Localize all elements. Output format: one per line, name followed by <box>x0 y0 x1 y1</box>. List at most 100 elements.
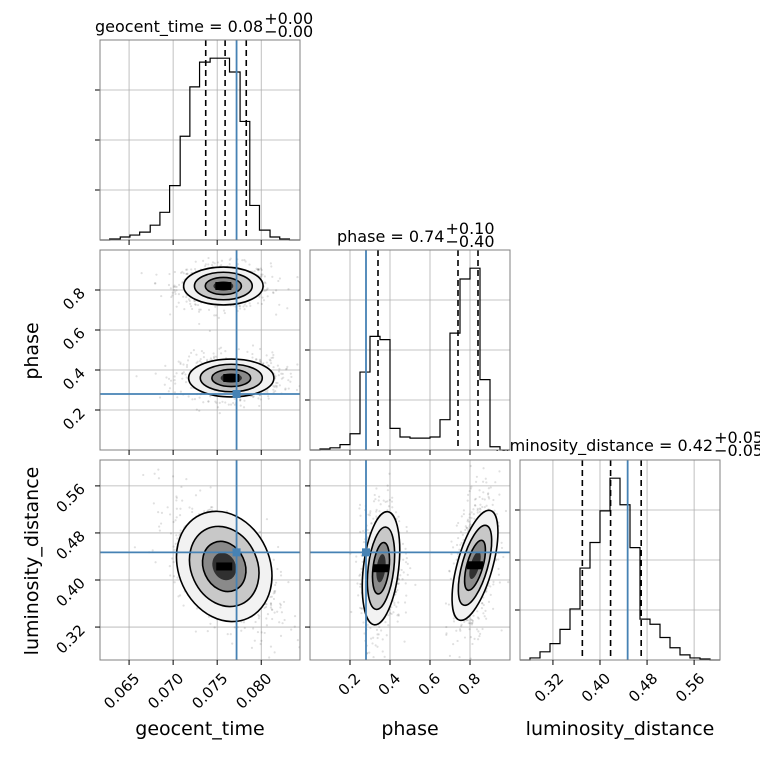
sample-point <box>157 477 161 480</box>
sample-point <box>239 398 242 401</box>
sample-point <box>268 358 271 361</box>
sample-point <box>504 509 508 513</box>
sample-point <box>175 496 178 499</box>
sample-point <box>171 557 174 560</box>
sample-point <box>278 367 281 370</box>
sample-point <box>468 523 472 526</box>
sample-point <box>405 594 408 597</box>
sample-point <box>207 256 210 260</box>
hist-panel-geocent_time <box>95 39 301 245</box>
sample-point <box>219 346 223 349</box>
sample-point <box>179 594 182 597</box>
sample-point <box>390 606 393 609</box>
sample-point <box>153 282 157 285</box>
sample-point <box>498 493 501 496</box>
sample-point <box>469 487 472 490</box>
sample-point <box>210 263 214 266</box>
sample-point <box>189 386 193 389</box>
sample-point <box>445 633 448 636</box>
sample-point <box>273 590 276 593</box>
sample-point <box>265 605 268 609</box>
sample-point <box>271 356 275 359</box>
sample-point <box>243 308 246 311</box>
sample-point <box>278 303 281 306</box>
sample-point <box>242 406 246 409</box>
sample-point <box>278 277 282 280</box>
sample-point <box>176 576 179 579</box>
sample-point <box>173 288 176 292</box>
sample-point <box>476 507 479 510</box>
sample-point <box>186 359 190 362</box>
sample-point <box>173 270 177 274</box>
sample-point <box>265 354 268 357</box>
sample-point <box>174 519 177 522</box>
sample-point <box>188 506 191 509</box>
sample-point <box>243 258 246 262</box>
sample-point <box>232 401 235 405</box>
sample-point <box>359 573 362 576</box>
sample-point <box>289 380 292 383</box>
sample-point <box>474 497 477 500</box>
sample-point <box>267 397 270 400</box>
scatter-panel-geocent_time-phase: 0.2 0.4 0.6 0.8 <box>59 249 301 455</box>
sample-point <box>466 618 469 622</box>
sample-point <box>182 295 185 298</box>
sample-point <box>239 404 242 407</box>
sample-point <box>266 287 269 290</box>
sample-point <box>213 355 216 358</box>
sample-point <box>186 268 189 271</box>
sample-point <box>296 639 299 642</box>
sample-point <box>472 614 475 617</box>
sample-point <box>455 543 459 547</box>
sample-point <box>444 602 448 605</box>
sample-point <box>270 604 273 607</box>
sample-point <box>492 583 495 586</box>
sample-point <box>404 561 408 564</box>
x-tick-label: 0.8 <box>455 670 485 700</box>
sample-point <box>507 580 510 584</box>
sample-point <box>466 518 470 521</box>
sample-point <box>457 536 460 540</box>
sample-point <box>489 593 492 596</box>
sample-point <box>397 578 400 581</box>
sample-point <box>218 347 221 350</box>
sample-point <box>468 513 471 516</box>
sample-point <box>263 275 266 278</box>
sample-point <box>167 390 170 393</box>
sample-point <box>172 520 175 524</box>
sample-point <box>278 602 282 605</box>
sample-point <box>272 592 275 595</box>
sample-point <box>279 603 282 607</box>
sample-point <box>177 360 180 363</box>
sample-point <box>206 358 209 362</box>
sample-point <box>476 509 479 512</box>
sample-point <box>363 632 366 635</box>
sample-point <box>203 510 206 513</box>
sample-point <box>220 263 223 267</box>
sample-point <box>272 391 275 394</box>
sample-point <box>191 507 194 510</box>
sample-point <box>194 303 197 306</box>
sample-point <box>277 370 281 373</box>
sample-point <box>476 616 479 619</box>
sample-point <box>207 615 211 618</box>
sample-point <box>171 475 175 478</box>
sample-point <box>183 308 186 311</box>
sample-point <box>359 606 362 609</box>
sample-point <box>245 305 248 308</box>
sample-point <box>373 493 376 497</box>
density-peak <box>467 561 483 570</box>
sample-point <box>265 288 268 291</box>
sample-point <box>207 508 210 512</box>
sample-point <box>278 621 281 624</box>
sample-point <box>169 574 172 577</box>
sample-point <box>468 520 471 523</box>
sample-point <box>463 636 467 639</box>
sample-point <box>175 516 178 519</box>
sample-point <box>267 395 270 398</box>
sample-point <box>257 613 260 616</box>
sample-point <box>485 504 488 507</box>
sample-point <box>369 510 372 513</box>
sample-point <box>224 350 227 353</box>
x-tick-label: 0.2 <box>335 670 365 700</box>
